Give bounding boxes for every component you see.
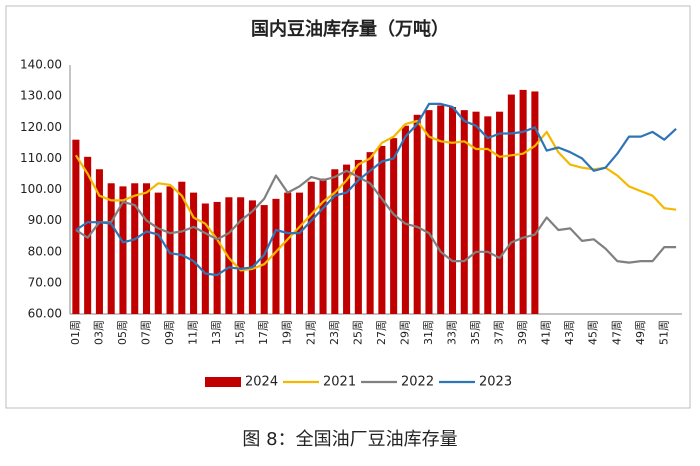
bar (260, 205, 268, 314)
x-tick-label: 19周 (281, 320, 294, 345)
y-tick-label: 90.00 (28, 213, 62, 227)
legend-label: 2024 (245, 375, 278, 390)
y-tick-label: 100.00 (20, 182, 62, 196)
x-tick-label: 07周 (140, 320, 153, 345)
bar (225, 197, 233, 314)
bar (72, 139, 80, 314)
bar (484, 116, 492, 314)
x-tick-label: 01周 (69, 320, 82, 345)
bar (119, 186, 127, 314)
bar (507, 94, 515, 314)
x-tick-label: 31周 (422, 320, 435, 345)
x-tick-label: 47周 (610, 320, 623, 345)
chart-title: 国内豆油库存量（万吨） (251, 18, 449, 40)
bar (413, 114, 421, 314)
x-tick-label: 11周 (187, 320, 200, 345)
bar (237, 197, 245, 314)
y-tick-label: 140.00 (20, 58, 62, 72)
x-tick-label: 17周 (257, 320, 270, 345)
bar (343, 164, 351, 314)
bar (531, 91, 539, 314)
bar (390, 138, 398, 314)
bar (378, 145, 386, 314)
bar (178, 181, 186, 314)
x-tick-label: 33周 (446, 320, 459, 345)
legend-label: 2022 (401, 375, 434, 390)
bar (142, 183, 151, 314)
x-tick-label: 51周 (657, 320, 670, 345)
bar (460, 110, 468, 314)
bar (472, 111, 480, 314)
y-tick-label: 120.00 (20, 120, 62, 134)
bar (154, 192, 162, 314)
bar (284, 192, 292, 314)
bar (319, 178, 327, 314)
bar (295, 192, 304, 314)
legend-label: 2021 (323, 375, 356, 390)
bar (366, 152, 374, 314)
y-tick-label: 110.00 (20, 151, 62, 165)
bar (354, 159, 362, 314)
x-tick-label: 35周 (469, 320, 482, 345)
bar (248, 200, 256, 314)
x-tick-label: 49周 (634, 320, 647, 345)
x-tick-label: 13周 (210, 320, 223, 345)
bar (401, 125, 409, 314)
y-tick-label: 70.00 (28, 275, 62, 289)
x-tick-label: 23周 (328, 320, 341, 345)
caption: 图 8：全国油厂豆油库存量 (242, 429, 457, 450)
x-tick-label: 25周 (351, 320, 364, 345)
bar (213, 201, 221, 314)
bar (331, 169, 339, 314)
bar (190, 192, 198, 314)
bar (425, 110, 433, 314)
bar (496, 111, 504, 314)
bar (166, 186, 174, 314)
x-tick-label: 05周 (116, 320, 129, 345)
bar (131, 183, 139, 314)
legend-swatch (205, 377, 241, 387)
bar (519, 89, 527, 315)
line (75, 102, 677, 277)
x-tick-label: 39周 (516, 320, 529, 345)
bar (107, 183, 115, 314)
x-tick-label: 15周 (234, 320, 247, 345)
bar (201, 203, 209, 314)
bar (84, 156, 92, 314)
y-tick-label: 130.00 (20, 89, 62, 103)
bar (437, 105, 445, 315)
x-tick-label: 43周 (563, 320, 576, 345)
x-tick-label: 27周 (375, 320, 388, 345)
y-tick-label: 80.00 (28, 244, 62, 258)
x-tick-label: 37周 (493, 320, 506, 345)
line (75, 169, 677, 264)
chart-frame (5, 5, 691, 409)
bar (448, 107, 457, 314)
legend-label: 2023 (479, 375, 512, 390)
x-tick-label: 21周 (304, 320, 317, 345)
y-tick-label: 60.00 (28, 307, 62, 321)
x-tick-label: 03周 (92, 320, 105, 345)
x-tick-label: 29周 (398, 320, 411, 345)
bar (95, 169, 103, 314)
x-tick-label: 41周 (540, 320, 553, 345)
line (74, 119, 677, 272)
x-tick-label: 09周 (163, 320, 176, 345)
bar (307, 181, 315, 314)
bar (272, 198, 280, 314)
x-tick-label: 45周 (587, 320, 600, 345)
